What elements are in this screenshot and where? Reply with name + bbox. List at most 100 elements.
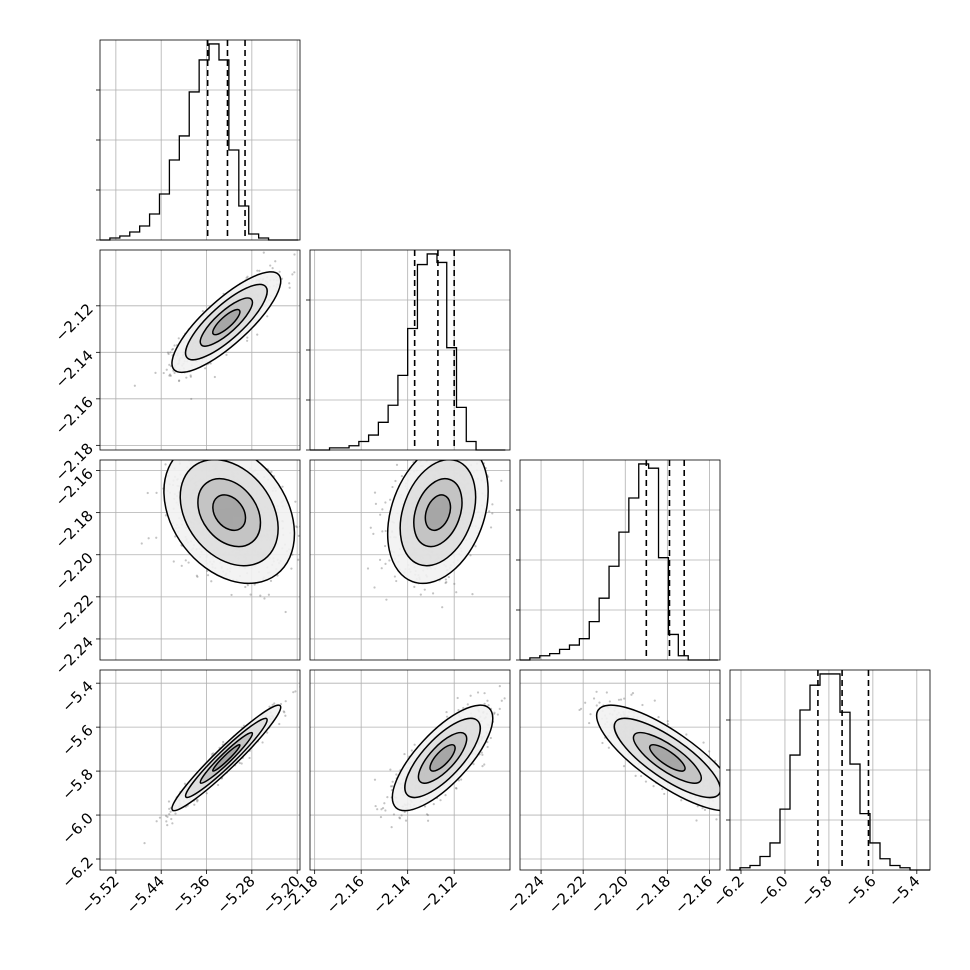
sample-point [459, 454, 461, 456]
sample-point [455, 432, 457, 434]
sample-point [187, 455, 189, 457]
sample-point [177, 337, 180, 340]
sample-point [294, 690, 297, 693]
sample-point [379, 815, 383, 819]
sample-point [169, 810, 172, 813]
sample-point [201, 457, 203, 459]
sample-point [288, 286, 291, 289]
sample-point [295, 525, 298, 528]
sample-point [197, 432, 199, 434]
sample-point [380, 567, 383, 570]
sample-point [174, 535, 177, 538]
sample-point [173, 371, 176, 374]
sample-point [269, 455, 271, 457]
sample-point [166, 824, 169, 827]
sample-point [460, 778, 463, 781]
sample-point [284, 714, 287, 717]
sample-point [234, 446, 236, 448]
sample-point [293, 253, 296, 256]
sample-point [446, 457, 448, 459]
histogram-0 [100, 43, 299, 241]
sample-point [266, 731, 269, 734]
sample-point [184, 559, 187, 562]
sample-point [432, 435, 434, 437]
sample-point [454, 451, 456, 453]
sample-point [284, 610, 287, 614]
sample-point [268, 705, 271, 708]
sample-point [306, 504, 308, 506]
sample-point [378, 558, 382, 561]
panel-frame [99, 669, 301, 871]
sample-point [168, 373, 172, 376]
sample-point [386, 796, 389, 799]
sample-point [460, 446, 462, 448]
sample-point [282, 710, 285, 713]
sample-point [456, 696, 459, 700]
pair-panel-0-1 [133, 251, 296, 401]
sample-point [400, 814, 403, 817]
sample-point [233, 443, 235, 445]
sample-point [244, 442, 246, 444]
sample-point [262, 251, 265, 254]
sample-point [389, 768, 392, 771]
sample-point [261, 741, 264, 744]
sample-point [196, 575, 199, 578]
sample-point [183, 782, 187, 785]
sample-point [222, 740, 225, 744]
sample-point [384, 544, 387, 548]
sample-point [290, 567, 293, 570]
sample-point [195, 574, 199, 577]
sample-point [303, 520, 305, 522]
sample-point [513, 418, 515, 420]
sample-point [462, 455, 464, 457]
sample-point [394, 479, 397, 483]
sample-point [445, 434, 447, 436]
sample-point [155, 820, 158, 823]
sample-point [294, 500, 297, 503]
sample-point [196, 800, 199, 803]
sample-point [295, 526, 299, 529]
sample-point [454, 786, 458, 790]
sample-point [477, 431, 479, 433]
sample-point [447, 575, 450, 579]
sample-point [165, 368, 168, 371]
sample-point [177, 379, 181, 383]
sample-point [418, 435, 420, 437]
sample-point [246, 275, 249, 278]
sample-point [189, 375, 192, 378]
sample-point [423, 588, 426, 591]
sample-point [207, 454, 209, 456]
sample-point [431, 592, 435, 595]
sample-point [292, 691, 295, 694]
sample-point [488, 510, 491, 513]
sample-point [169, 374, 172, 377]
panel-frame [99, 249, 301, 451]
sample-point [210, 580, 213, 583]
sample-point [187, 561, 190, 564]
panel-frame [99, 39, 301, 241]
sample-point [384, 529, 387, 533]
sample-point [238, 761, 241, 765]
sample-point [231, 431, 233, 433]
sample-point [217, 783, 220, 787]
sample-point [171, 822, 174, 825]
sample-point [291, 273, 294, 276]
panel-frame [519, 459, 721, 661]
sample-point [390, 826, 393, 829]
sample-point [398, 817, 402, 820]
sample-point [413, 585, 416, 588]
sample-point [199, 443, 201, 445]
sample-point [315, 528, 317, 530]
sample-point [213, 375, 216, 379]
sample-point [269, 579, 273, 583]
sample-point [173, 442, 175, 444]
sample-point [461, 457, 463, 459]
panel-frame [309, 459, 511, 661]
histogram-3 [730, 673, 930, 871]
sample-point [263, 597, 266, 600]
sample-point [225, 353, 228, 356]
sample-point [154, 371, 157, 374]
pair-panel-0-3 [143, 685, 300, 845]
sample-point [469, 694, 472, 697]
sample-point [197, 424, 199, 426]
